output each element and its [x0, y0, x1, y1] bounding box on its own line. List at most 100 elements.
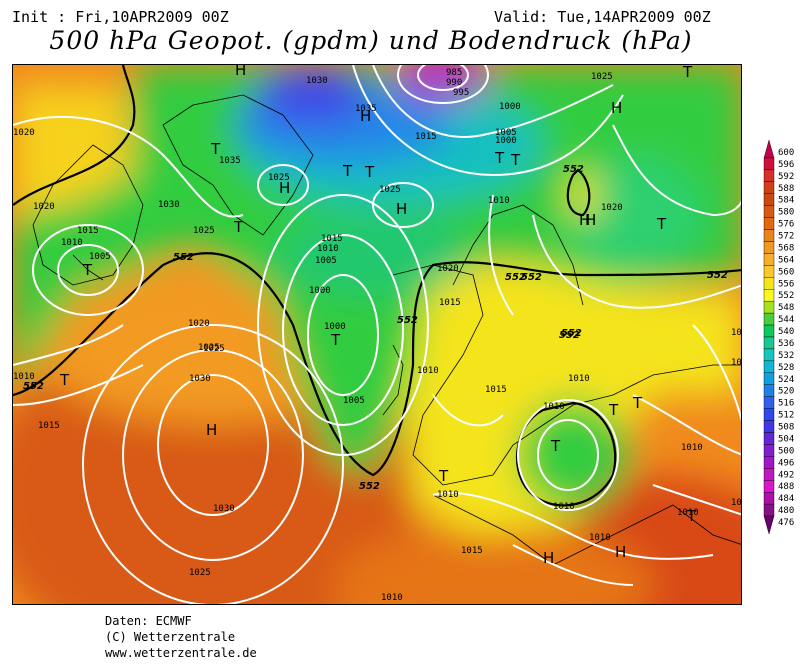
legend-swatch [763, 360, 775, 374]
legend-swatch [763, 372, 775, 385]
legend-swatch [763, 408, 775, 421]
isobar-label: 1000 [324, 322, 346, 332]
low-pressure-symbol: T [59, 371, 70, 389]
isobar-label: 1010 [553, 502, 575, 512]
legend-swatch [763, 217, 775, 230]
legend-value: 476 [778, 518, 794, 528]
legend-swatch [763, 265, 775, 278]
isobar-label: 1010 [568, 374, 590, 384]
weather-map-svg: 552 552 552 552 552 552 552 552 552 552 … [13, 65, 742, 604]
map-title: 500 hPa Geopot. (gpdm) und Bodendruck (h… [49, 26, 693, 55]
isobar-label: 1010 [731, 498, 742, 508]
legend-value: 580 [778, 208, 794, 218]
legend-swatch [763, 396, 775, 409]
legend-value: 516 [778, 399, 794, 409]
legend-value: 540 [778, 327, 794, 337]
low-pressure-symbol: T [656, 215, 667, 233]
isobar-label: 1010 [681, 443, 703, 453]
isobar-label: 985 [446, 68, 462, 78]
legend-value: 496 [778, 458, 794, 468]
low-pressure-symbol: T [82, 261, 93, 279]
low-pressure-symbol: T [233, 218, 244, 236]
isobar-label: 1020 [437, 264, 459, 274]
isobar-label: 990 [446, 78, 462, 88]
geopot-552-contour [13, 65, 741, 507]
isobar-label: 1015 [77, 226, 99, 236]
legend-swatch [763, 277, 775, 290]
geopot-label: 552 [559, 330, 580, 341]
legend-value: 528 [778, 363, 794, 373]
legend-value: 600 [778, 148, 794, 158]
high-pressure-symbol: H [543, 549, 554, 567]
high-pressure-symbol: H [585, 211, 596, 229]
legend-swatch [763, 169, 775, 183]
isobar-label: 1010 [13, 372, 35, 382]
geopotential-fill [13, 65, 741, 604]
low-pressure-symbol: T [438, 467, 449, 485]
isobar-label: 1020 [601, 203, 623, 213]
legend-value: 556 [778, 279, 794, 289]
isobars [13, 65, 741, 604]
legend-value: 488 [778, 482, 794, 492]
high-pressure-symbol: H [611, 99, 622, 117]
legend-value: 532 [778, 351, 794, 361]
isobar-label: 1025 [268, 173, 290, 183]
low-pressure-symbol: T [632, 394, 643, 412]
legend-value: 524 [778, 375, 794, 385]
isobar-label: 1010 [317, 244, 339, 254]
legend-swatch [763, 229, 775, 242]
legend-value: 568 [778, 243, 794, 253]
isobar-label: 1010 [543, 402, 565, 412]
footer-url[interactable]: www.wetterzentrale.de [105, 646, 257, 660]
legend-swatch [763, 241, 775, 254]
low-pressure-symbol: T [210, 140, 221, 158]
legend-swatch [763, 420, 775, 433]
geopot-label: 552 [23, 381, 44, 392]
isobar-label: 1005 [89, 252, 111, 262]
isobar-label: 1010 [731, 358, 742, 368]
legend-swatch [763, 139, 775, 159]
geopot-label: 552 [707, 270, 728, 281]
weather-map: 552 552 552 552 552 552 552 552 552 552 … [12, 64, 742, 605]
isobar-label: 1000 [495, 136, 517, 146]
isobar-label: 1020 [188, 319, 210, 329]
legend-value: 500 [778, 446, 794, 456]
geopot-label: 552 [505, 272, 526, 283]
legend-swatch [763, 300, 775, 314]
legend-swatch [763, 456, 775, 469]
isobar-label: 1015 [439, 298, 461, 308]
geopot-label: 552 [173, 252, 194, 263]
isobar-label: 1035 [219, 156, 241, 166]
legend-value: 480 [778, 506, 794, 516]
legend-value: 504 [778, 434, 794, 444]
isobar-label: 1005 [343, 396, 365, 406]
legend-swatch [763, 336, 775, 350]
legend-swatch [763, 193, 775, 206]
high-pressure-symbol: H [396, 200, 407, 218]
pressure-labels: 1030 1035 1025 1000 995 985 990 1025 100… [13, 68, 742, 603]
isobar-label: 1030 [306, 76, 328, 86]
low-pressure-symbol: T [494, 149, 505, 167]
isobar-label: 1005 [495, 128, 517, 138]
legend-value: 548 [778, 303, 794, 313]
legend-value: 552 [778, 291, 794, 301]
legend-value: 508 [778, 423, 794, 433]
low-pressure-symbol: T [330, 331, 341, 349]
geopot-labels: 552 552 552 552 552 552 552 552 552 552 [23, 164, 728, 492]
isobar-label: 1015 [415, 132, 437, 142]
legend-value: 576 [778, 220, 794, 230]
low-pressure-symbol: T [342, 162, 353, 180]
low-pressure-symbol: T [608, 401, 619, 419]
low-pressure-symbol: T [364, 163, 375, 181]
geopot-label: 552 [521, 272, 542, 283]
legend-value: 492 [778, 470, 794, 480]
geopot-label: 552 [561, 328, 582, 339]
legend-swatch [763, 157, 775, 171]
isobar-label: 1010 [381, 593, 403, 603]
legend-value: 584 [778, 196, 794, 206]
isobar-label: 1010 [677, 508, 699, 518]
legend-swatch [763, 253, 775, 266]
legend-swatch [763, 491, 775, 505]
high-pressure-symbol: H [206, 421, 217, 439]
isobar-label: 1020 [13, 128, 35, 138]
